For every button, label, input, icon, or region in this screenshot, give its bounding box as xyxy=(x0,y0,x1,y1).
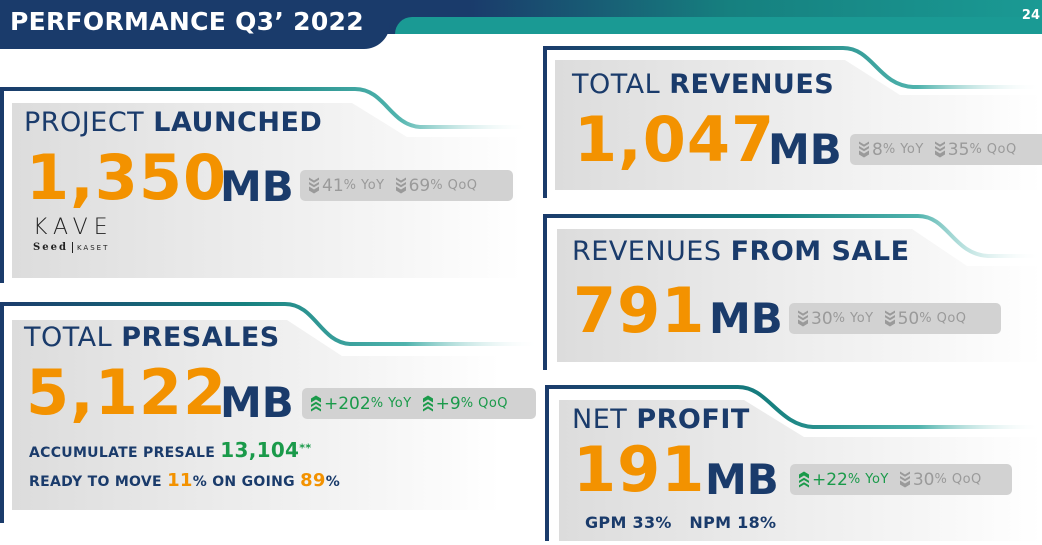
card-title-light: NET xyxy=(572,404,637,435)
page-title: PERFORMANCE Q3’ 2022 xyxy=(10,7,364,36)
card-frame xyxy=(543,46,1042,199)
accumulate-presale-line: ACCUMULATE PRESALE 13,104** xyxy=(29,438,312,462)
kave-logo: KAVE Seed KASET xyxy=(33,215,114,253)
double-chevron-down-icon xyxy=(858,140,870,159)
metric-value: 1,350 xyxy=(26,141,228,214)
double-chevron-up-icon xyxy=(798,470,810,489)
card-project-launched: PROJECT LAUNCHED 1,350 MB 41% YoY 69% QoQ … xyxy=(0,85,530,285)
card-frame xyxy=(545,385,1042,541)
card-revenues-from-sale: REVENUES FROM SALE 791 MB 30% YoY 50% QoQ xyxy=(543,212,1042,372)
card-title-bold: LAUNCHED xyxy=(153,107,323,138)
card-title-bold: PRESALES xyxy=(121,322,280,353)
metric-value: 5,122 xyxy=(26,356,228,429)
npm-value: NPM 18% xyxy=(689,513,777,532)
change-badge: +202% YoY +9% QoQ xyxy=(302,388,536,419)
card-total-presales: TOTAL PRESALES 5,122 MB +202% YoY +9% QoQ … xyxy=(0,300,540,525)
qoq-change: 35% QoQ xyxy=(934,140,1017,160)
yoy-change: 30% YoY xyxy=(797,309,874,329)
yoy-change: 41% YoY xyxy=(308,176,385,196)
metric-unit: MB xyxy=(709,294,783,343)
card-title-light: PROJECT xyxy=(24,107,154,138)
card-frame xyxy=(0,87,530,284)
yoy-change: 8% YoY xyxy=(858,140,924,160)
qoq-change: 30% QoQ xyxy=(899,470,982,490)
double-chevron-down-icon xyxy=(395,176,407,195)
metric-unit: MB xyxy=(220,378,294,427)
card-title-light: TOTAL xyxy=(24,322,122,353)
qoq-change: +9% QoQ xyxy=(422,394,508,414)
card-net-profit: NET PROFIT 191 MB +22% YoY 30% QoQ GPM 33%… xyxy=(543,383,1042,541)
yoy-change: +202% YoY xyxy=(310,394,412,414)
card-title-light: REVENUES xyxy=(572,236,731,267)
yoy-change: +22% YoY xyxy=(798,470,889,490)
qoq-change: 50% QoQ xyxy=(884,309,967,329)
metric-value: 1,047 xyxy=(574,103,776,176)
metric-value: 791 xyxy=(573,274,706,347)
double-chevron-up-icon xyxy=(422,394,434,413)
card-title-bold: REVENUES xyxy=(669,69,835,100)
card-title-bold: FROM SALE xyxy=(730,236,910,267)
double-chevron-down-icon xyxy=(884,309,896,328)
ready-to-move-line: READY TO MOVE 11% ON GOING 89% xyxy=(29,470,341,491)
change-badge: 41% YoY 69% QoQ xyxy=(300,170,513,201)
change-badge: 30% YoY 50% QoQ xyxy=(789,303,1001,334)
metric-unit: MB xyxy=(220,162,294,211)
metric-unit: MB xyxy=(768,125,842,174)
metric-unit: MB xyxy=(705,455,779,504)
gpm-value: GPM 33% xyxy=(585,513,672,532)
change-badge: 8% YoY 35% QoQ xyxy=(850,134,1042,165)
metric-value: 191 xyxy=(573,433,706,506)
change-badge: +22% YoY 30% QoQ xyxy=(790,464,1012,495)
header-accent-stripe xyxy=(395,17,1042,34)
card-total-revenues: TOTAL REVENUES 1,047 MB 8% YoY 35% QoQ xyxy=(543,45,1042,200)
card-title-light: TOTAL xyxy=(572,69,670,100)
card-frame xyxy=(0,302,540,524)
double-chevron-down-icon xyxy=(797,309,809,328)
ready-to-move-value: 11 xyxy=(167,470,193,491)
page-number: 24 xyxy=(1021,8,1040,23)
double-chevron-down-icon xyxy=(308,176,320,195)
card-frame xyxy=(543,214,1042,371)
double-chevron-up-icon xyxy=(310,394,322,413)
card-title-bold: PROFIT xyxy=(636,404,750,435)
header-title-box: PERFORMANCE Q3’ 2022 xyxy=(0,0,390,49)
margin-line: GPM 33% NPM 18% xyxy=(585,513,776,532)
qoq-change: 69% QoQ xyxy=(395,176,478,196)
accumulate-presale-value: 13,104 xyxy=(220,438,300,462)
double-chevron-down-icon xyxy=(934,140,946,159)
on-going-value: 89 xyxy=(300,470,326,491)
double-chevron-down-icon xyxy=(899,470,911,489)
